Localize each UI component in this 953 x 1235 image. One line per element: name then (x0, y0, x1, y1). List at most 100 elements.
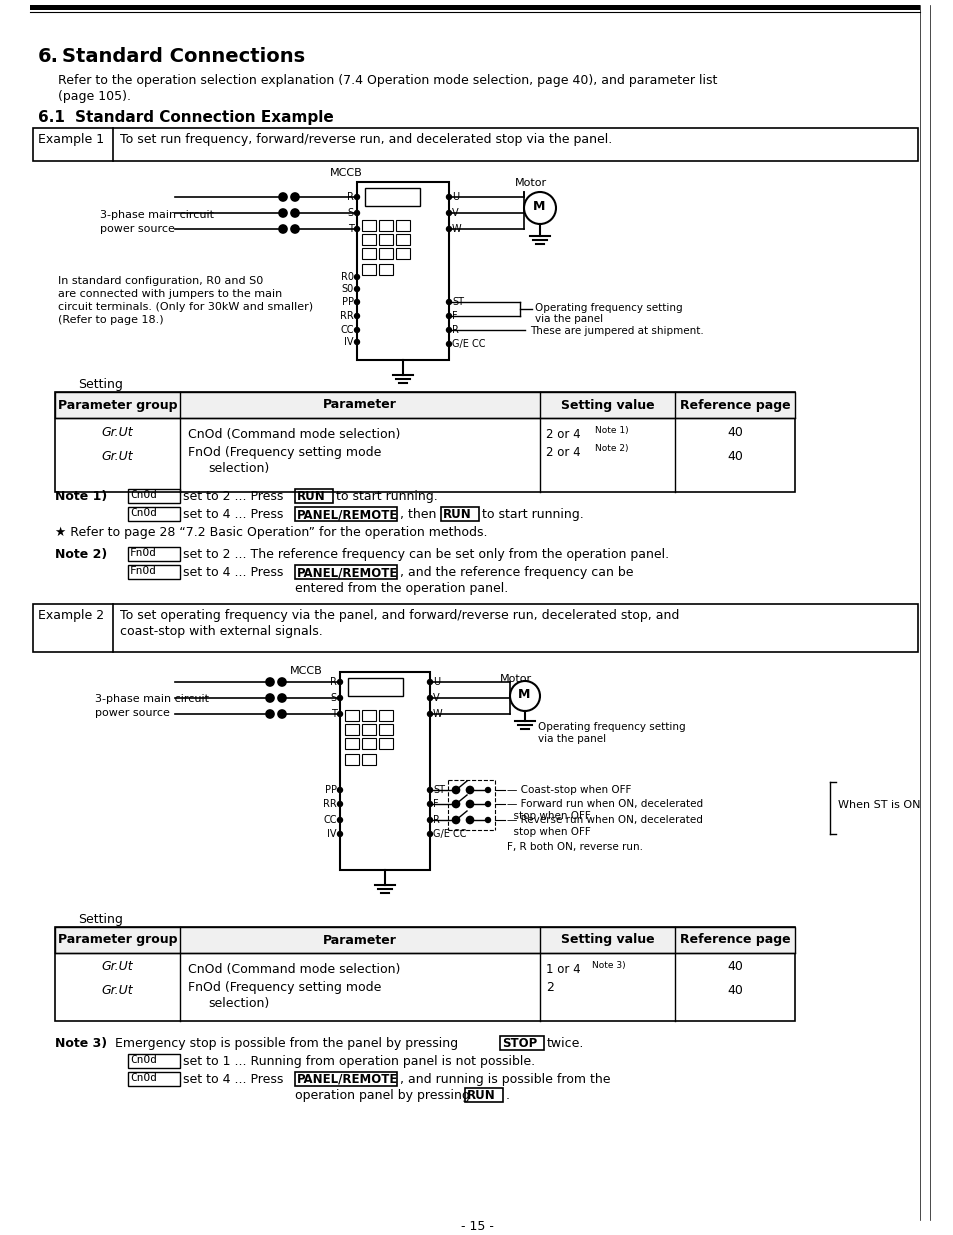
Text: 6.: 6. (38, 47, 59, 65)
Text: CC: CC (340, 325, 354, 335)
Circle shape (355, 340, 359, 345)
Text: Reference page: Reference page (679, 934, 789, 946)
Text: CnOd: CnOd (130, 490, 157, 500)
Text: R: R (330, 677, 336, 687)
Bar (395, 220, 410, 231)
Circle shape (427, 788, 432, 793)
Text: Motor: Motor (499, 674, 532, 684)
Text: W: W (452, 224, 461, 233)
Text: Parameter group: Parameter group (58, 934, 177, 946)
Text: In standard configuration, R0 and S0: In standard configuration, R0 and S0 (58, 275, 263, 287)
Text: Note 2): Note 2) (595, 445, 628, 453)
Text: RR: RR (340, 311, 354, 321)
Text: R: R (452, 325, 458, 335)
Circle shape (291, 209, 298, 217)
Text: Gr.Ut: Gr.Ut (102, 961, 133, 973)
Bar (294, 564, 396, 579)
Text: S: S (348, 207, 354, 219)
Circle shape (355, 226, 359, 231)
Text: 2: 2 (545, 981, 554, 994)
Circle shape (446, 226, 451, 231)
Bar (361, 264, 375, 275)
Text: selection): selection) (208, 462, 269, 475)
Text: stop when OFF: stop when OFF (506, 827, 590, 837)
Text: ST: ST (433, 785, 444, 795)
Circle shape (485, 802, 490, 806)
Circle shape (446, 210, 451, 215)
Circle shape (485, 818, 490, 823)
Circle shape (277, 678, 286, 685)
Text: entered from the operation panel.: entered from the operation panel. (294, 582, 508, 595)
Text: Standard Connections: Standard Connections (62, 47, 305, 65)
Text: IV: IV (344, 337, 354, 347)
Bar (339, 672, 430, 869)
Text: Gr.Ut: Gr.Ut (102, 426, 133, 438)
Text: RUN: RUN (442, 508, 471, 521)
Circle shape (446, 314, 451, 319)
Text: R: R (433, 815, 439, 825)
Bar (55, 391, 794, 417)
Text: T: T (348, 224, 354, 233)
Text: ★ Refer to page 28 “7.2 Basic Operation” for the operation methods.: ★ Refer to page 28 “7.2 Basic Operation”… (55, 526, 487, 538)
Text: via the panel: via the panel (535, 314, 602, 324)
Text: S: S (331, 693, 336, 703)
Text: R: R (347, 191, 354, 203)
Circle shape (466, 787, 473, 794)
Text: set to 2 ... Press: set to 2 ... Press (183, 490, 283, 503)
Bar (499, 1036, 543, 1050)
Text: (page 105).: (page 105). (58, 90, 131, 103)
Circle shape (452, 800, 459, 808)
Text: are connected with jumpers to the main: are connected with jumpers to the main (58, 289, 282, 299)
Bar (378, 248, 393, 259)
Circle shape (427, 818, 432, 823)
Text: U: U (433, 677, 439, 687)
Text: 3-phase main circuit: 3-phase main circuit (95, 694, 209, 704)
Text: CnOd: CnOd (130, 1073, 157, 1083)
Bar (348, 678, 402, 697)
Text: coast-stop with external signals.: coast-stop with external signals. (120, 625, 322, 638)
Circle shape (337, 711, 342, 716)
Text: STOP: STOP (501, 1037, 537, 1050)
Text: T: T (331, 709, 336, 719)
Text: , and running is possible from the: , and running is possible from the (399, 1073, 610, 1086)
Text: 40: 40 (726, 450, 742, 462)
Bar (294, 508, 396, 521)
Text: operation panel by pressing: operation panel by pressing (294, 1089, 470, 1102)
Text: Setting: Setting (78, 378, 123, 391)
Circle shape (355, 314, 359, 319)
Text: selection): selection) (208, 997, 269, 1010)
Bar (128, 564, 180, 579)
Circle shape (355, 300, 359, 305)
Circle shape (277, 694, 286, 701)
Text: S0: S0 (341, 284, 354, 294)
Text: Setting value: Setting value (560, 934, 654, 946)
Text: Standard Connection Example: Standard Connection Example (75, 110, 334, 125)
Circle shape (337, 695, 342, 700)
Circle shape (278, 209, 287, 217)
Text: Operating frequency setting: Operating frequency setting (535, 303, 682, 312)
Circle shape (355, 287, 359, 291)
Text: 40: 40 (726, 426, 742, 438)
Circle shape (266, 710, 274, 718)
Bar (361, 724, 375, 735)
Text: G/E CC: G/E CC (433, 829, 466, 839)
Bar (30, 5, 919, 10)
Bar (395, 233, 410, 245)
Bar (345, 755, 358, 764)
Text: F: F (433, 799, 438, 809)
Text: RR: RR (323, 799, 336, 809)
Text: MCCB: MCCB (290, 666, 322, 676)
Bar (345, 710, 358, 721)
Bar (361, 739, 375, 748)
Text: FnOd: FnOd (130, 566, 157, 576)
Circle shape (452, 787, 459, 794)
Bar (356, 182, 449, 359)
Text: CC: CC (323, 815, 336, 825)
Circle shape (427, 679, 432, 684)
Text: stop when OFF: stop when OFF (506, 811, 590, 821)
Bar (378, 233, 393, 245)
Bar (378, 264, 393, 275)
Circle shape (355, 194, 359, 200)
Text: power source: power source (100, 224, 174, 233)
Circle shape (485, 788, 490, 793)
